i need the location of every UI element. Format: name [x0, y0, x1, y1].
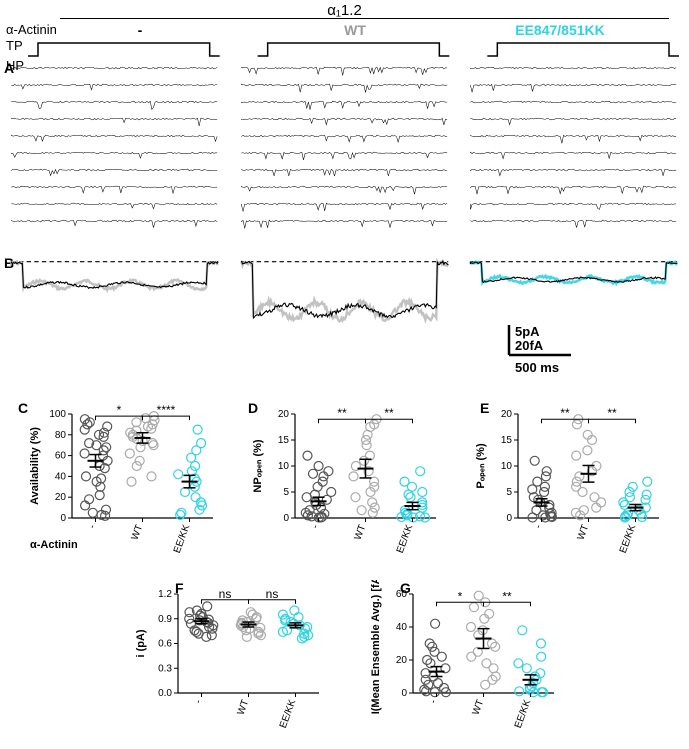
scale-h: 500 ms [515, 360, 559, 375]
plots-row-1: 020406080100Availability (%)-WTEE/KK****… [0, 400, 689, 570]
pulse-svg [0, 38, 689, 62]
svg-text:20: 20 [55, 492, 67, 503]
svg-text:40: 40 [395, 622, 407, 633]
svg-text:10: 10 [278, 461, 290, 472]
svg-text:20: 20 [278, 409, 290, 420]
condition-label: WT [295, 22, 415, 38]
svg-text:20: 20 [501, 409, 513, 420]
svg-text:5: 5 [506, 487, 512, 498]
svg-text:15: 15 [501, 435, 513, 446]
svg-text:**: ** [337, 406, 347, 420]
svg-text:80: 80 [55, 430, 67, 441]
svg-text:60: 60 [395, 589, 407, 600]
plots-row-2: 0.0 0.3 0.6 0.9 1.2 i (pA) - WT EE/KK ns ns 0 20 40 6… [0, 580, 689, 745]
trace-col-wt [230, 60, 460, 240]
svg-text:WT: WT [353, 523, 369, 541]
svg-text:EE/KK: EE/KK [512, 698, 533, 730]
svg-text:**: ** [560, 406, 570, 420]
alpha-actinin-label: α-Actinin [6, 22, 57, 37]
svg-text:α-Actinin: α-Actinin [30, 539, 78, 551]
svg-text:40: 40 [55, 471, 67, 482]
svg-text:WT: WT [576, 523, 592, 541]
svg-text:****: **** [157, 403, 176, 417]
svg-text:-: - [427, 698, 438, 705]
svg-text:0: 0 [283, 513, 289, 524]
svg-text:**: ** [607, 406, 617, 420]
title-rule [60, 18, 669, 19]
svg-text:EE/KK: EE/KK [277, 698, 298, 730]
svg-text:1.2: 1.2 [158, 589, 172, 600]
svg-text:0.9: 0.9 [158, 614, 172, 625]
svg-text:Availability (%): Availability (%) [29, 427, 41, 505]
svg-text:0: 0 [60, 513, 66, 524]
svg-text:ns: ns [218, 587, 231, 601]
svg-text:EE/KK: EE/KK [618, 523, 639, 555]
scale-v2: 20fA [515, 338, 544, 353]
svg-text:0.0: 0.0 [158, 688, 172, 699]
svg-text:0: 0 [506, 513, 512, 524]
svg-text:**: ** [502, 589, 512, 603]
pulse-protocol-row [0, 38, 689, 58]
svg-text:0.6: 0.6 [158, 639, 172, 650]
svg-text:20: 20 [395, 655, 407, 666]
svg-text:NPₒₚₑₙ (%): NPₒₚₑₙ (%) [252, 439, 264, 493]
plot-E: 0 5 10 15 20 Pₒₚₑₙ (%) - WT EE/KK ** ** [470, 400, 665, 570]
svg-text:-: - [310, 523, 321, 530]
svg-text:i (pA): i (pA) [135, 629, 147, 657]
trace-col-ctrl [0, 60, 230, 240]
condition-label: EE847/851KK [500, 22, 620, 38]
svg-text:0.3: 0.3 [158, 663, 172, 674]
main-title: α₁1.2 [327, 2, 362, 19]
svg-text:*: * [117, 403, 122, 417]
plot-G: 0 20 40 60 I(Mean Ensemble Avg.) [fA] - WT EE/K… [365, 580, 560, 745]
svg-text:I(Mean Ensemble Avg.) [fA]: I(Mean Ensemble Avg.) [fA] [370, 580, 382, 714]
plot-C: 020406080100Availability (%)-WTEE/KK****… [24, 400, 219, 570]
svg-text:**: ** [384, 406, 394, 420]
svg-text:60: 60 [55, 451, 67, 462]
condition-label: - [80, 22, 200, 38]
svg-text:15: 15 [278, 435, 290, 446]
scale-bar: 5pA 20fA 500 ms [499, 320, 619, 395]
svg-text:100: 100 [49, 409, 66, 420]
svg-text:EE/KK: EE/KK [395, 523, 416, 555]
svg-text:0: 0 [401, 688, 407, 699]
svg-text:5: 5 [283, 487, 289, 498]
plot-F: 0.0 0.3 0.6 0.9 1.2 i (pA) - WT EE/KK ns ns [130, 580, 325, 745]
svg-text:ns: ns [265, 587, 278, 601]
trace-col-ee [459, 60, 689, 240]
panel-B-ensemble [0, 248, 689, 328]
panel-A-traces [0, 60, 689, 240]
svg-text:-: - [87, 523, 98, 530]
svg-text:WT: WT [470, 698, 486, 716]
svg-text:WT: WT [235, 698, 251, 716]
ens-col-2 [459, 248, 689, 328]
svg-text:-: - [192, 698, 203, 705]
svg-text:WT: WT [130, 523, 146, 541]
ens-col-1 [230, 248, 460, 328]
svg-text:10: 10 [501, 461, 513, 472]
svg-text:-: - [533, 523, 544, 530]
ens-col-0 [0, 248, 230, 328]
svg-text:Pₒₚₑₙ (%): Pₒₚₑₙ (%) [475, 443, 487, 489]
scale-v1: 5pA [515, 324, 540, 339]
plot-D: 0 5 10 15 20 NPₒₚₑₙ (%) - WT EE/KK ** ** [247, 400, 442, 570]
svg-text:*: * [457, 589, 462, 603]
svg-text:EE/KK: EE/KK [172, 523, 193, 555]
